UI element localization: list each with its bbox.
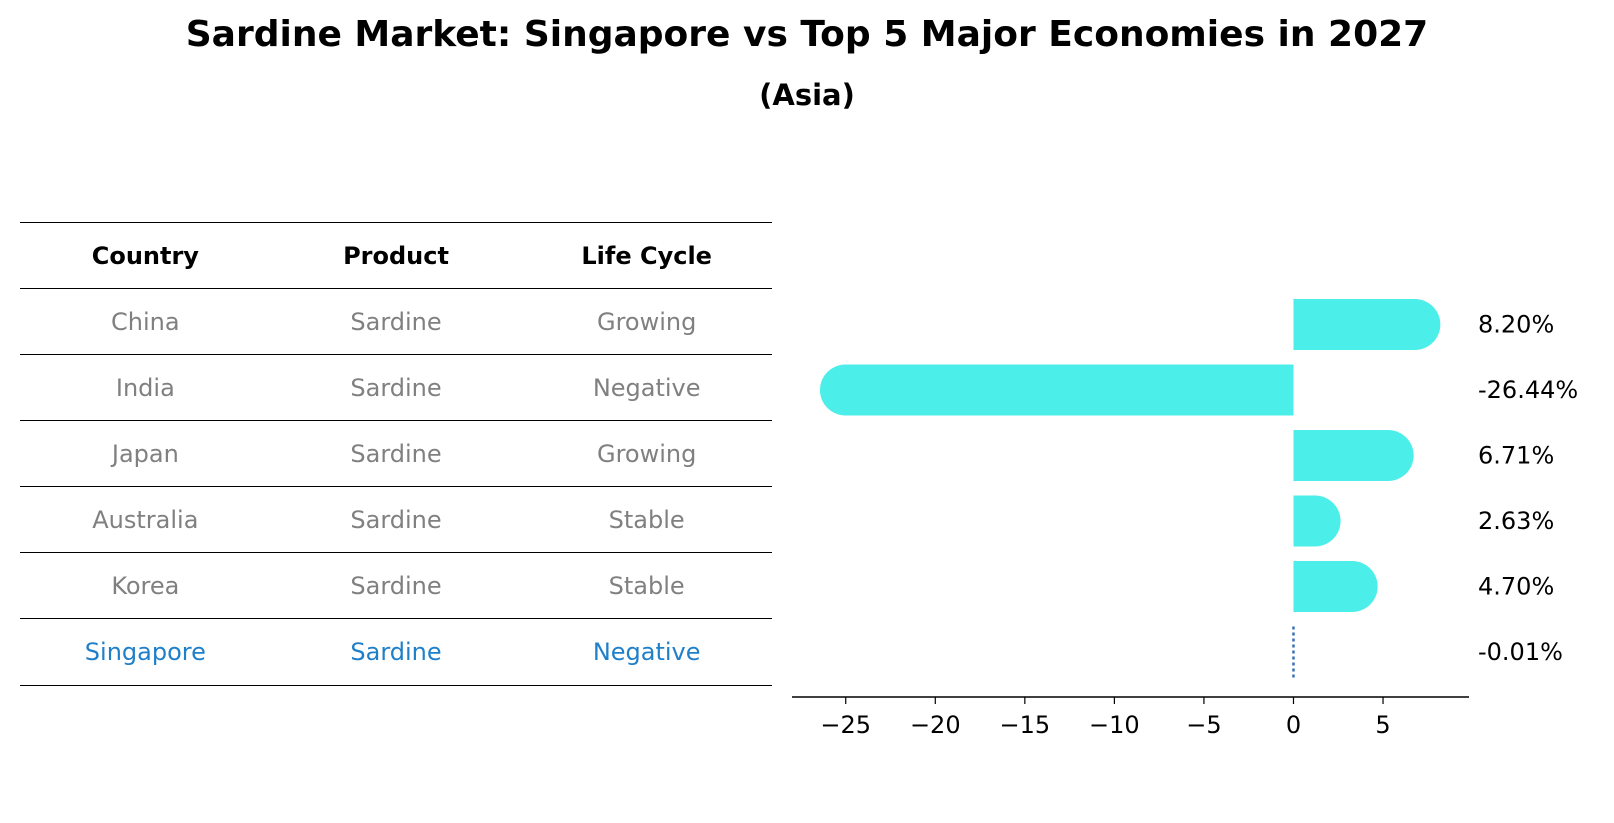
cell-product: Sardine xyxy=(350,571,442,600)
x-tick-label: 0 xyxy=(1286,711,1301,739)
table-row: China Sardine Growing xyxy=(20,288,772,354)
data-label: 2.63% xyxy=(1478,507,1554,535)
header-product: Product xyxy=(343,241,449,270)
table-row-highlighted: Singapore Sardine Negative xyxy=(20,618,772,686)
table-row: Australia Sardine Stable xyxy=(20,486,772,552)
cell-country: Korea xyxy=(111,571,180,600)
data-label: -26.44% xyxy=(1478,376,1578,404)
cell-country: India xyxy=(115,373,175,402)
table-row: Japan Sardine Growing xyxy=(20,420,772,486)
chart-subtitle: (Asia) xyxy=(759,78,855,112)
bar-mark xyxy=(1293,561,1378,612)
cell-life-cycle: Growing xyxy=(596,307,697,336)
x-tick-label: 5 xyxy=(1375,711,1390,739)
cell-country: Singapore xyxy=(84,637,206,666)
cell-country: Australia xyxy=(92,505,199,534)
cell-country: Japan xyxy=(111,439,179,468)
cell-life-cycle: Growing xyxy=(596,439,697,468)
cell-product: Sardine xyxy=(350,439,442,468)
cell-life-cycle: Stable xyxy=(608,505,685,534)
data-label: 8.20% xyxy=(1478,311,1554,339)
x-tick-label: −10 xyxy=(1089,711,1140,739)
cell-product: Sardine xyxy=(350,373,442,402)
data-label: -0.01% xyxy=(1478,638,1563,666)
header-life-cycle: Life Cycle xyxy=(581,241,712,270)
bar-mark xyxy=(1293,299,1441,350)
cell-life-cycle: Negative xyxy=(592,637,701,666)
table-header-row: Country Product Life Cycle xyxy=(20,222,772,288)
cell-life-cycle: Stable xyxy=(608,571,685,600)
table-row: Korea Sardine Stable xyxy=(20,552,772,618)
bar-mark xyxy=(1293,430,1414,481)
table-row: India Sardine Negative xyxy=(20,354,772,420)
x-tick-label: −15 xyxy=(1000,711,1051,739)
data-label: 4.70% xyxy=(1478,573,1554,601)
cell-country: China xyxy=(111,307,180,336)
market-table: Country Product Life Cycle China Sardine… xyxy=(20,222,772,686)
x-tick-label: −20 xyxy=(910,711,961,739)
cell-product: Sardine xyxy=(350,505,442,534)
bar-mark xyxy=(1293,495,1341,547)
bar-mark xyxy=(819,364,1294,416)
cell-product: Sardine xyxy=(350,637,442,666)
chart-title: Sardine Market: Singapore vs Top 5 Major… xyxy=(185,14,1429,55)
x-tick-label: −5 xyxy=(1186,711,1221,739)
cell-product: Sardine xyxy=(350,307,442,336)
x-tick-label: −25 xyxy=(820,711,871,739)
data-label: 6.71% xyxy=(1478,442,1554,470)
header-country: Country xyxy=(91,241,199,270)
cell-life-cycle: Negative xyxy=(592,373,701,402)
